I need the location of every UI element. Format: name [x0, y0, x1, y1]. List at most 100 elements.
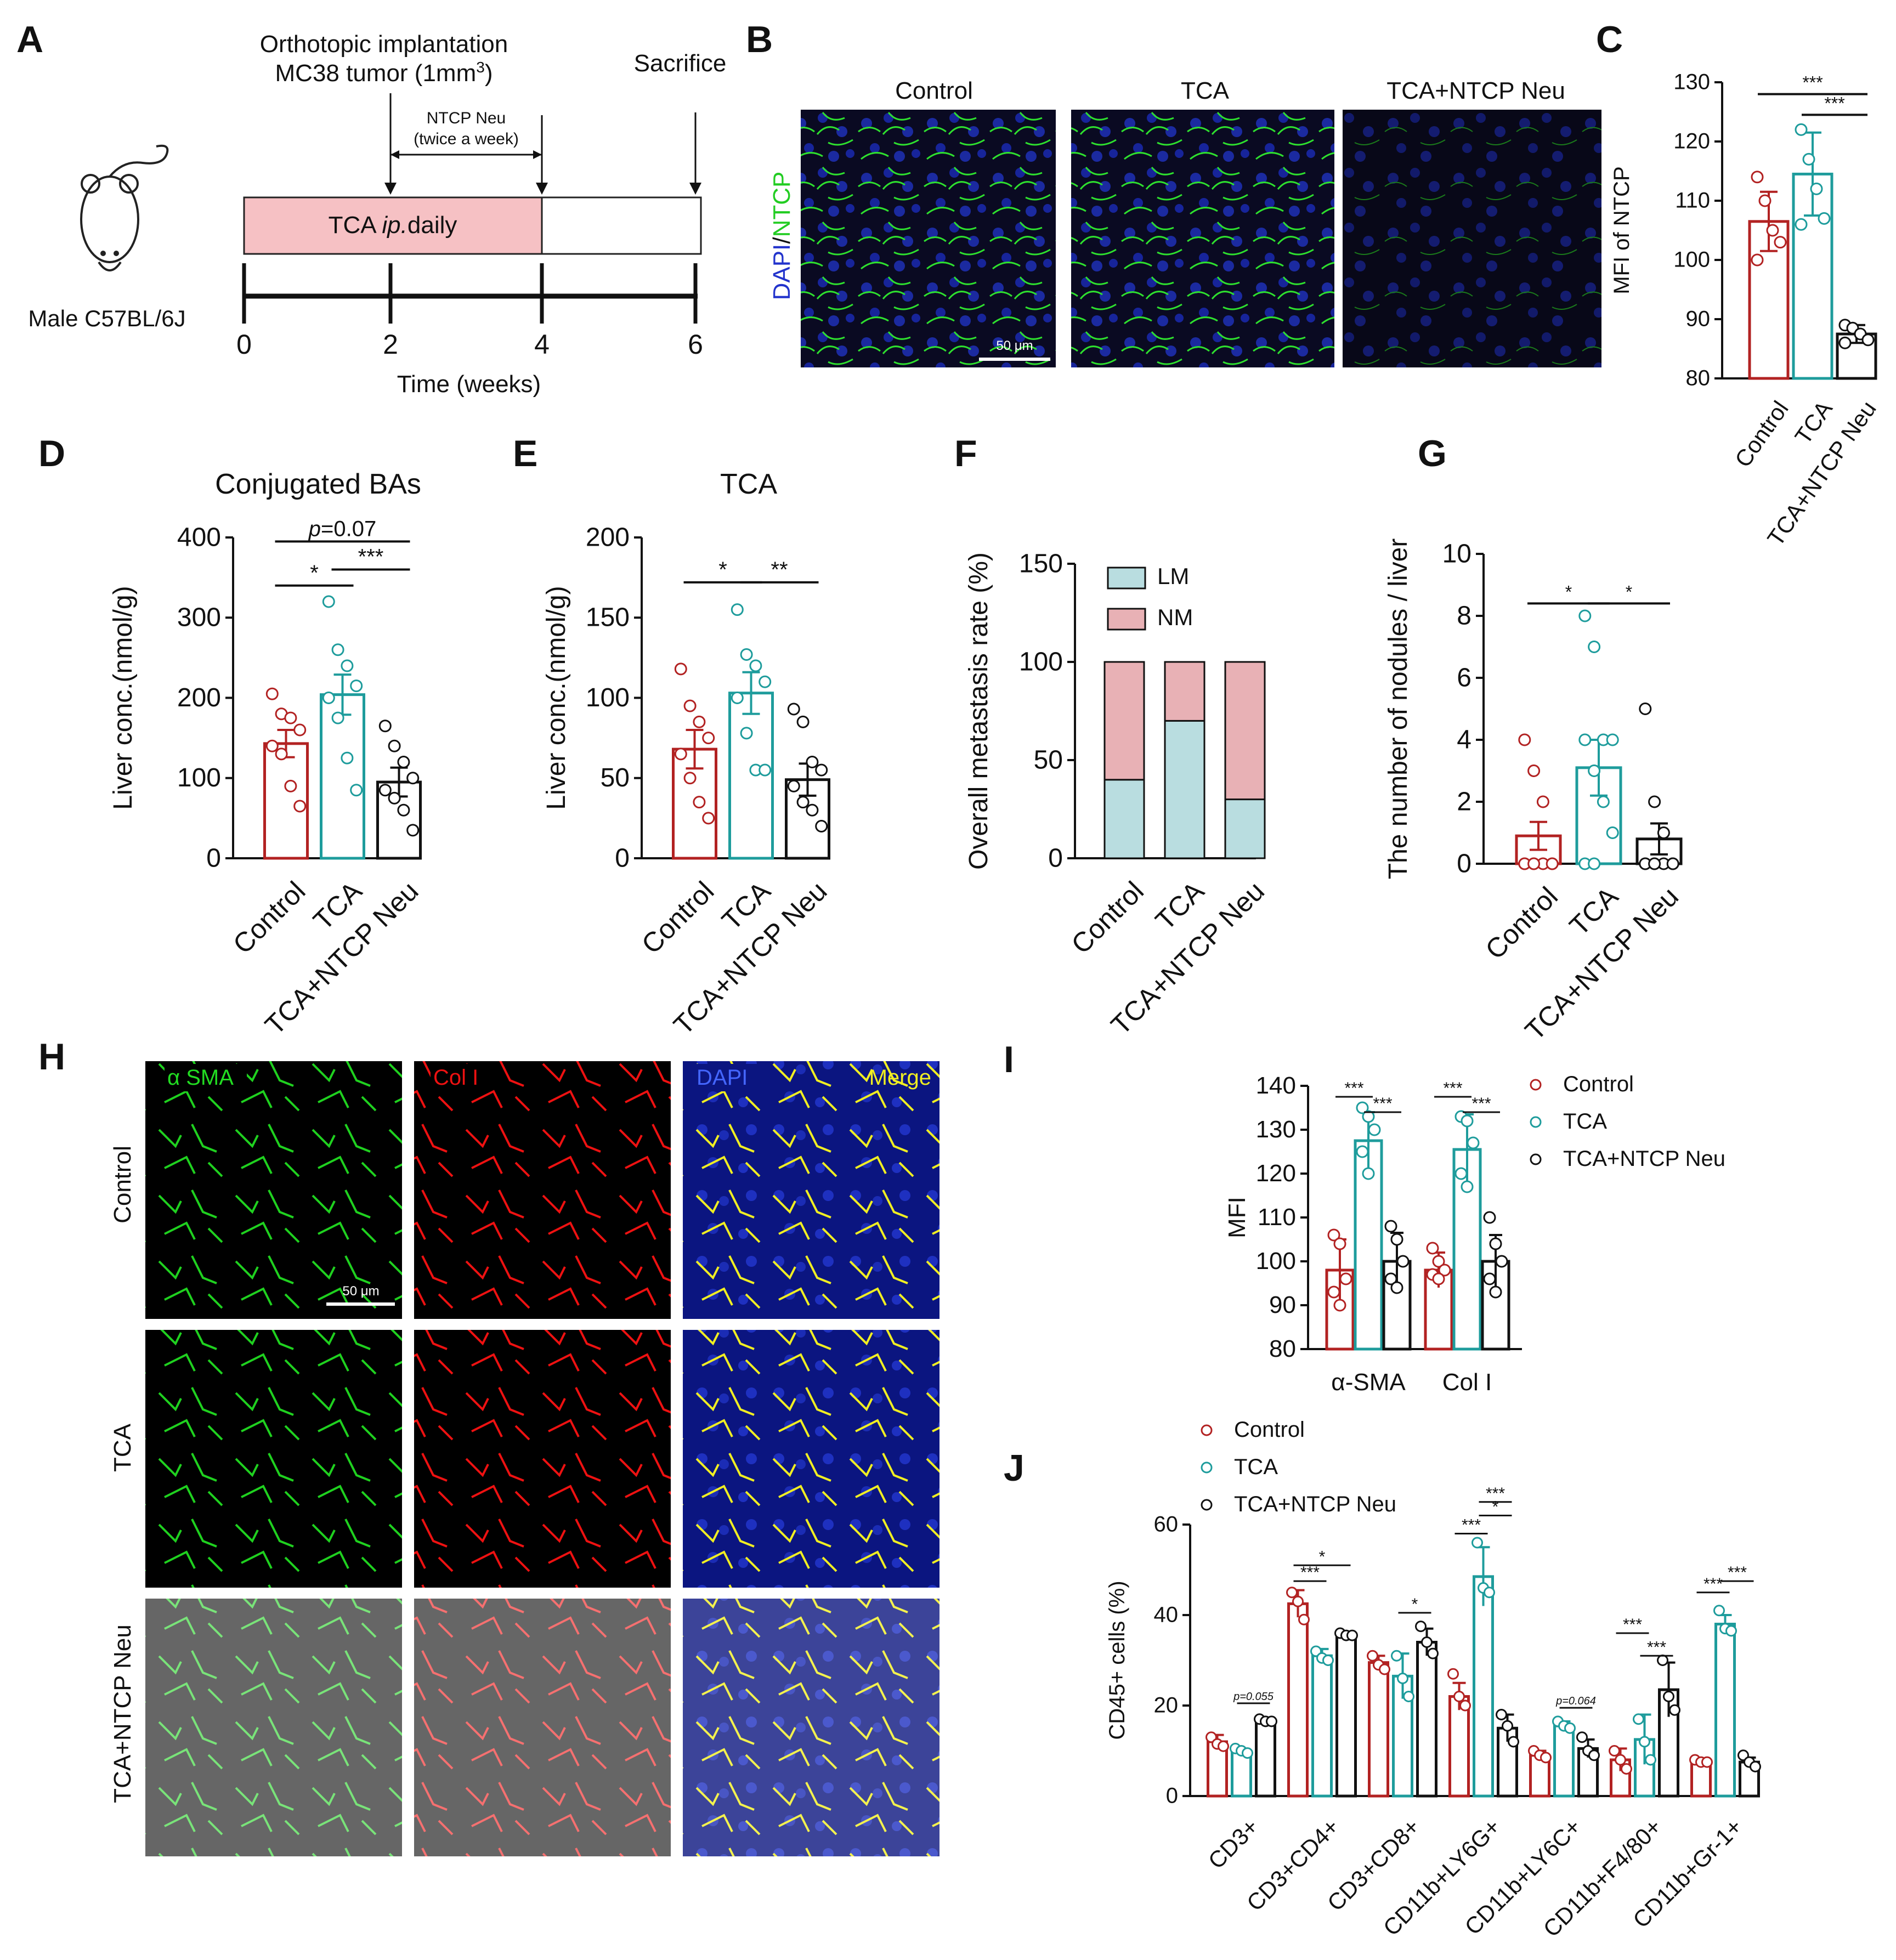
- J-y-tick-label: 60: [1154, 1513, 1179, 1537]
- E-data-point: [787, 779, 800, 792]
- ntcp-stain-ylabel: DAPI/NTCP: [768, 172, 795, 301]
- C-y-tick-label: 110: [1675, 189, 1710, 213]
- J-significance-label: ***: [1300, 1564, 1320, 1582]
- I-data-point: [1327, 1228, 1340, 1242]
- h-channel-dapi: DAPI: [697, 1066, 748, 1090]
- ntcp-scalebar-label: 50 μm: [996, 338, 1033, 353]
- I-data-point: [1495, 1255, 1508, 1268]
- J-y-tick-label: 20: [1154, 1693, 1179, 1718]
- C-y-tick-label: 130: [1673, 70, 1710, 94]
- E-data-point: [731, 603, 744, 616]
- timeline-tick-label-0: 0: [236, 329, 252, 360]
- D-data-point: [378, 784, 392, 797]
- J-bar: [1473, 1575, 1494, 1798]
- I-data-point: [1356, 1101, 1369, 1114]
- J-legend-label: TCA+NTCP Neu: [1234, 1492, 1396, 1516]
- panel-letter-f: F: [954, 433, 977, 474]
- J-y-axis-label: CD45+ cells (%): [1105, 1581, 1129, 1740]
- D-data-point: [397, 756, 410, 768]
- J-data-point: [1645, 1754, 1656, 1766]
- E-data-point: [787, 703, 800, 716]
- I-legend-label: TCA: [1563, 1109, 1607, 1134]
- panel-g: G 0 2 4 6 8 10 The number of nodules / liver Con…: [1384, 433, 1684, 1046]
- J-legend-label: TCA: [1234, 1455, 1278, 1479]
- G-y-tick-label: 0: [1457, 849, 1471, 878]
- E-data-point: [731, 692, 744, 704]
- panel-h: H Control TCA TCA+NTCP Neu α SMA Col I D…: [38, 1036, 939, 1856]
- G-data-point: [1588, 641, 1601, 653]
- E-data-point: [815, 763, 828, 777]
- J-y-tick-label: 40: [1154, 1603, 1179, 1627]
- G-y-tick-label: 2: [1457, 787, 1471, 816]
- D-data-point: [322, 692, 335, 704]
- J-y-tick-label: 0: [1166, 1784, 1178, 1808]
- I-data-point: [1461, 1180, 1474, 1193]
- J-data-point: [1403, 1691, 1414, 1702]
- D-significance-label: p=0.07: [308, 517, 376, 541]
- tca-treatment-bar: [243, 196, 543, 255]
- G-data-point: [1527, 857, 1541, 870]
- G-data-point: [1648, 795, 1661, 808]
- C-data-point: [1795, 123, 1808, 136]
- I-y-tick-label: 100: [1256, 1248, 1296, 1274]
- C-x-tick-label: Control: [1730, 396, 1793, 472]
- panel-letter-b: B: [746, 19, 773, 60]
- J-data-point: [1750, 1760, 1761, 1772]
- implantation-label-line2: MC38 tumor (1mm3): [275, 59, 493, 87]
- G-data-point: [1578, 733, 1592, 746]
- D-data-point: [284, 711, 297, 724]
- D-data-point: [265, 687, 279, 700]
- h-control-asma-image: [145, 1061, 402, 1319]
- J-significance-label: ***: [1703, 1575, 1723, 1593]
- J-data-point: [1391, 1650, 1402, 1662]
- D-significance-value: =0.07: [321, 517, 376, 541]
- G-y-tick-label: 4: [1457, 725, 1471, 754]
- E-data-point: [796, 796, 810, 809]
- panel-letter-a: A: [16, 19, 43, 60]
- J-data-point: [1266, 1715, 1277, 1727]
- J-significance-value: =0.055: [1240, 1691, 1274, 1703]
- I-y-tick-label: 130: [1256, 1116, 1296, 1143]
- h-row-label-neu: TCA+NTCP Neu: [109, 1624, 136, 1803]
- G-significance-label: *: [1626, 582, 1632, 602]
- E-data-point: [683, 772, 697, 785]
- E-y-tick-label: 150: [586, 603, 630, 632]
- C-y-tick-label: 100: [1673, 248, 1710, 272]
- I-y-tick-label: 90: [1269, 1291, 1296, 1318]
- J-bar: [1714, 1623, 1736, 1798]
- I-data-point: [1432, 1255, 1445, 1268]
- F-legend-swatch: [1107, 608, 1146, 631]
- J-data-point: [1471, 1537, 1483, 1549]
- C-y-tick-label: 80: [1686, 366, 1711, 390]
- J-bar: [1311, 1654, 1333, 1798]
- G-data-point: [1536, 795, 1549, 808]
- ntcp-col-title-neu: TCA+NTCP Neu: [1386, 77, 1565, 104]
- panel-a: A Male C57BL/6J Orthotopic implantation …: [16, 19, 726, 398]
- h-channel-col: Col I: [433, 1066, 478, 1090]
- timeline-tick-label-4: 4: [534, 329, 550, 360]
- h-control-col-image: [414, 1061, 671, 1319]
- J-bar: [1553, 1724, 1575, 1798]
- I-data-point: [1384, 1272, 1397, 1285]
- G-data-point: [1606, 826, 1619, 839]
- F-y-tick-label: 100: [1019, 647, 1063, 676]
- neu-span-arrow-right: [533, 150, 542, 159]
- G-data-point: [1527, 764, 1541, 777]
- I-significance-label: ***: [1443, 1079, 1462, 1097]
- D-x-tick-label: Control: [227, 875, 312, 960]
- J-legend-marker: [1201, 1461, 1213, 1474]
- E-data-point: [759, 675, 772, 688]
- E-chart-title: TCA: [720, 468, 777, 500]
- D-data-point: [293, 723, 307, 737]
- D-data-point: [341, 751, 354, 764]
- J-data-point: [1669, 1704, 1680, 1716]
- arrowhead-week4: [536, 183, 548, 195]
- J-data-point: [1367, 1650, 1378, 1662]
- J-bar: [1335, 1634, 1357, 1798]
- J-data-point: [1502, 1720, 1513, 1732]
- J-bar: [1416, 1641, 1437, 1798]
- J-significance-label: p=0.064: [1555, 1695, 1596, 1707]
- E-data-point: [674, 747, 687, 761]
- J-significance-prefix: p: [1555, 1695, 1562, 1707]
